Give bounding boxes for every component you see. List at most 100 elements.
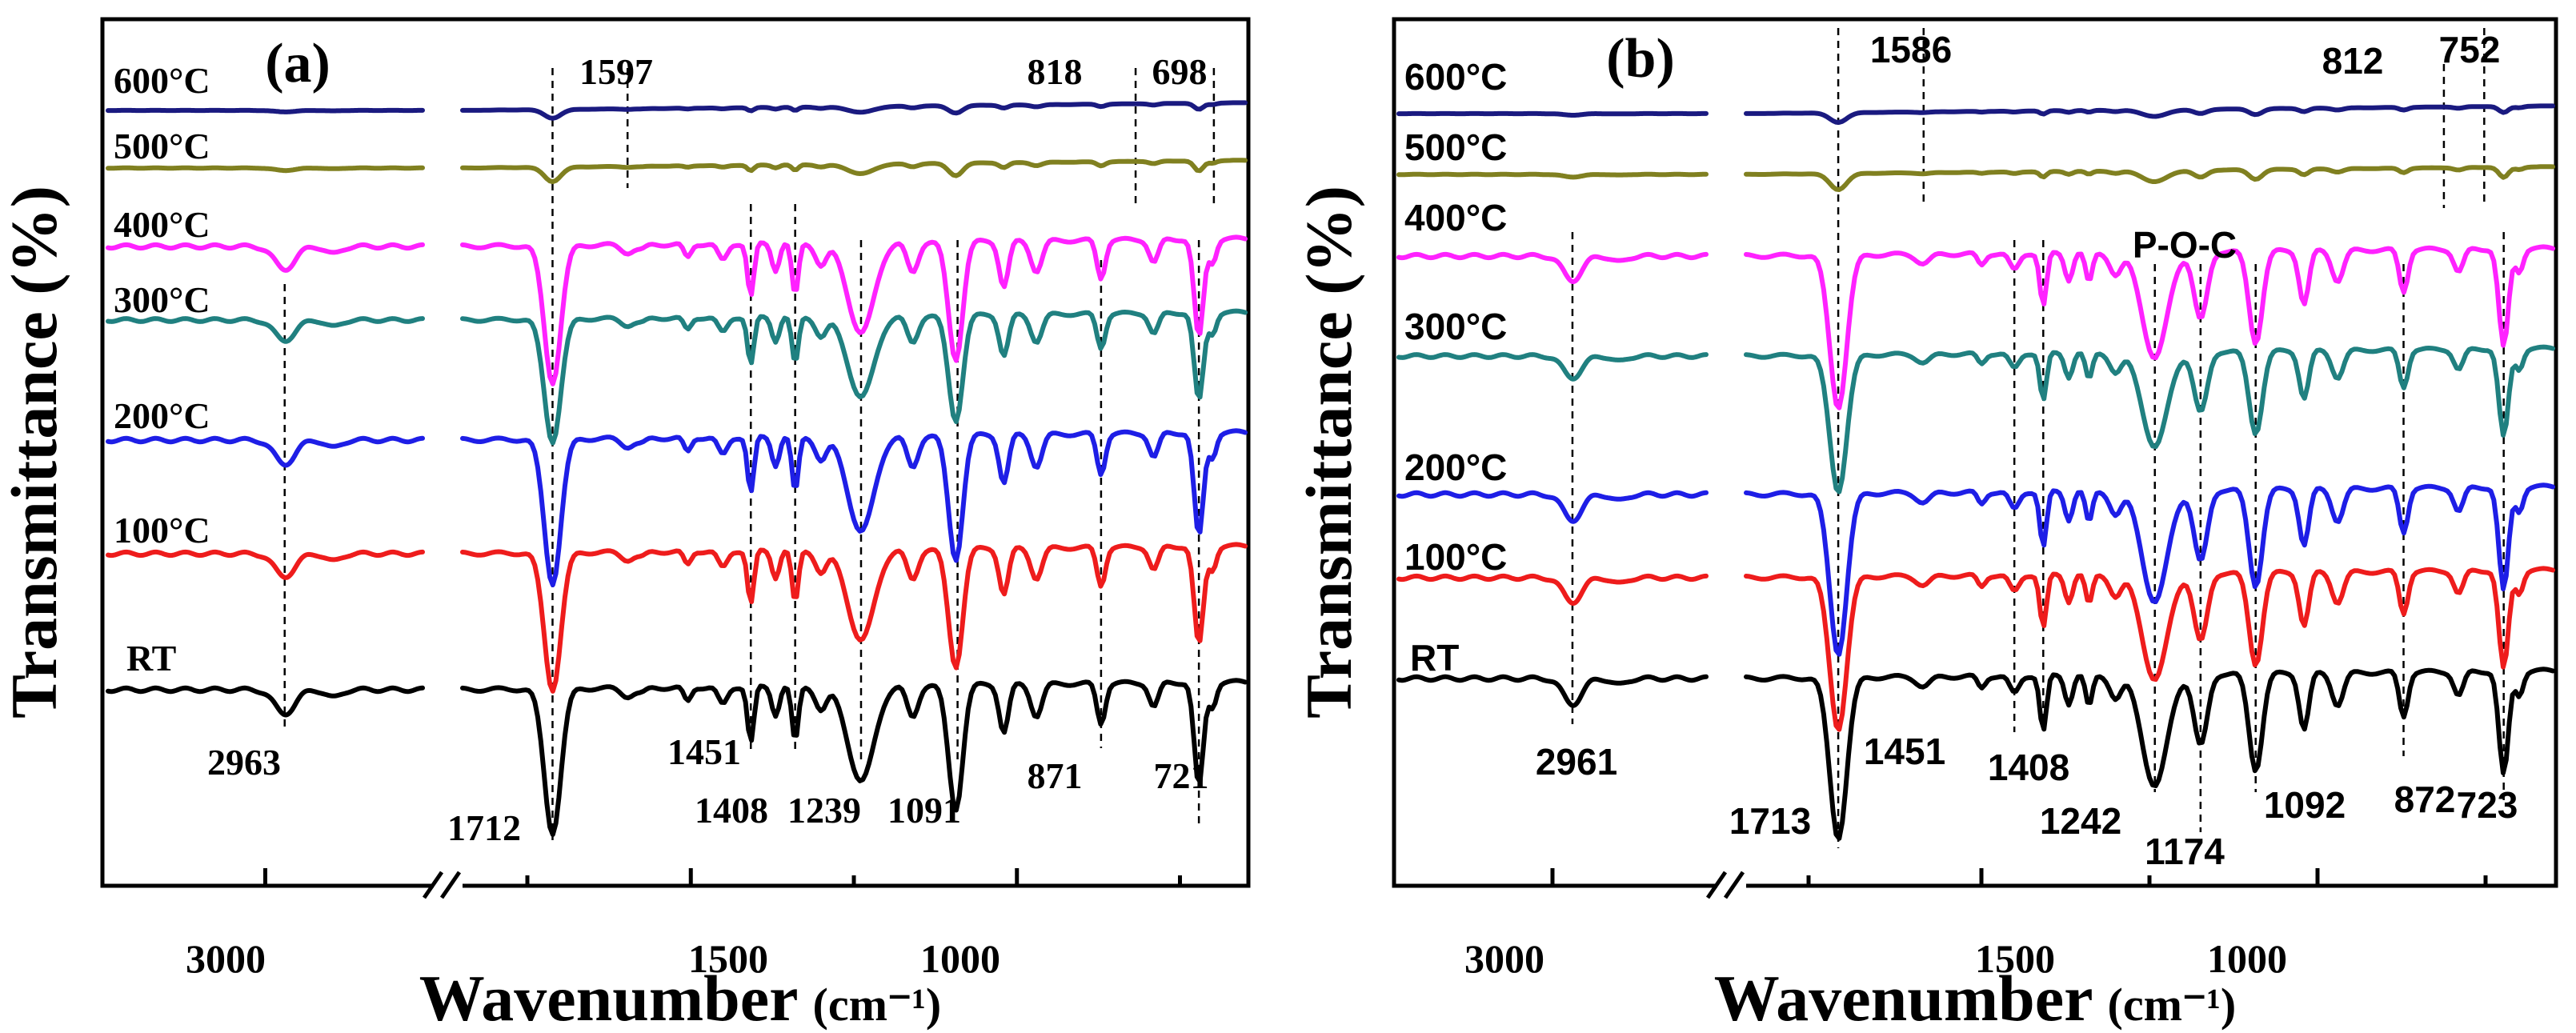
panel-a-series-rt	[106, 678, 1248, 837]
panel-a-series-line-fingerprint	[460, 100, 1248, 121]
panel-b-series-rt	[1396, 667, 2555, 841]
panel-b-series-line-high	[1396, 490, 1709, 524]
panel-a-series-line-fingerprint	[460, 678, 1248, 837]
panel-b-peak-label-1174: 1174	[2145, 831, 2225, 872]
panel-b-peak-label-752: 752	[2439, 29, 2501, 70]
panel-a: (a) Transmittance (%) Wavenumber (cm⁻¹) …	[0, 17, 1251, 1033]
panel-b-series-label-200: 200°C	[1404, 446, 1507, 488]
panel-b-peak-label-812: 812	[2322, 40, 2384, 82]
panel-b-series-line-fingerprint	[1744, 566, 2555, 732]
panel-a-peak-label-818: 818	[1028, 51, 1083, 92]
panel-b-plot-frame	[1392, 17, 2558, 888]
panel-a-series-line-fingerprint	[460, 158, 1248, 185]
panel-a-series-label-500: 500°C	[114, 126, 210, 166]
panel-a-series-line-fingerprint	[460, 428, 1248, 587]
panel-a-series-line-fingerprint	[460, 308, 1248, 446]
panel-b-series-line-fingerprint	[1744, 244, 2555, 410]
panel-b-axis-break-mark	[1723, 871, 1745, 899]
panel-b-peak-label-1408: 1408	[1988, 747, 2069, 788]
panel-a-x-tick-3000: 3000	[186, 936, 266, 981]
panel-b-series-label-500: 500°C	[1404, 126, 1507, 168]
panel-a-series-line-high	[106, 165, 425, 174]
panel-b-y-axis-title: Transmittance (%)	[1292, 186, 1365, 719]
panel-b-x-axis-unit: (cm⁻¹)	[2108, 979, 2237, 1031]
panel-a-x-tick-1500: 1500	[688, 936, 768, 981]
panel-a-series-line-high	[106, 316, 425, 344]
panel-a-series-line-high	[106, 549, 425, 580]
panel-a-series-400c	[106, 234, 1248, 386]
panel-b-x-tick-1000: 1000	[2207, 936, 2287, 981]
panel-a-series-200c	[106, 428, 1248, 587]
panel-b-peak-label-poc: P-O-C	[2133, 224, 2237, 266]
panel-b-peak-label-1242: 1242	[2040, 800, 2121, 842]
panel-a-x-axis-label: Wavenumber	[419, 962, 799, 1033]
panel-b-series-line-fingerprint	[1744, 344, 2555, 494]
panel-b-series-400c	[1396, 244, 2555, 410]
panel-b: (b) Transmittance (%) Wavenumber (cm⁻¹) …	[1292, 17, 2558, 1033]
panel-b-series-300c	[1396, 344, 2555, 494]
panel-a-peak-label-1597: 1597	[579, 51, 653, 92]
panel-b-peak-label-1451: 1451	[1864, 731, 1945, 772]
panel-a-series-line-fingerprint	[460, 542, 1248, 694]
panel-a-series-label-100: 100°C	[114, 510, 210, 551]
panel-b-series-label-400: 400°C	[1404, 197, 1507, 238]
panel-b-peak-label-723: 723	[2457, 784, 2518, 826]
panel-a-x-axis-title: Wavenumber (cm⁻¹)	[419, 962, 942, 1033]
panel-a-label: (a)	[265, 33, 331, 94]
panel-b-series-line-high	[1396, 573, 1709, 606]
panel-b-x-tick-1500: 1500	[1975, 936, 2055, 981]
panel-a-y-axis-title: Transmittance (%)	[0, 186, 70, 719]
panel-a-series-line-fingerprint	[460, 234, 1248, 386]
panel-b-series-line-high	[1396, 171, 1709, 180]
panel-b-peak-label-1092: 1092	[2264, 784, 2346, 826]
panel-b-peak-label-872: 872	[2394, 779, 2456, 820]
panel-a-peak-label-1091: 1091	[887, 790, 961, 831]
panel-b-series-600c	[1396, 103, 2555, 125]
panel-a-peak-label-1451: 1451	[667, 731, 741, 772]
panel-b-series-line-fingerprint	[1744, 103, 2555, 125]
panel-a-series-100c	[106, 542, 1248, 694]
panel-a-peak-label-698: 698	[1152, 51, 1208, 92]
panel-a-series-label-600: 600°C	[114, 60, 210, 101]
panel-b-series-line-fingerprint	[1744, 164, 2555, 192]
panel-a-series-label-rt: RT	[126, 638, 176, 679]
panel-b-series-line-fingerprint	[1744, 482, 2555, 657]
panel-b-axis-break-mark	[1705, 871, 1728, 899]
panel-b-series-100c	[1396, 566, 2555, 732]
panel-b-label: (b)	[1606, 28, 1675, 90]
panel-a-series-label-400: 400°C	[114, 204, 210, 245]
panel-b-series-500c	[1396, 164, 2555, 192]
panel-b-series-label-rt: RT	[1410, 637, 1459, 679]
panel-a-x-tick-1000: 1000	[920, 936, 1000, 981]
panel-a-axis-break-mark	[422, 871, 444, 899]
panel-a-x-axis-unit: (cm⁻¹)	[813, 979, 942, 1031]
panel-a-series-line-high	[106, 242, 425, 273]
panel-a-peak-label-1712: 1712	[447, 807, 521, 848]
panel-b-series-label-100: 100°C	[1404, 536, 1507, 578]
panel-b-x-tick-3000: 3000	[1464, 936, 1544, 981]
panel-a-peak-label-1408: 1408	[695, 790, 768, 831]
panel-b-series-line-high	[1396, 110, 1709, 118]
panel-b-series-200c	[1396, 482, 2555, 657]
panel-a-series-label-200: 200°C	[114, 395, 210, 436]
panel-a-series-line-high	[106, 107, 425, 114]
panel-b-series-line-fingerprint	[1744, 667, 2555, 841]
panel-b-x-axis-title: Wavenumber (cm⁻¹)	[1714, 962, 2237, 1033]
panel-b-series-label-300: 300°C	[1404, 306, 1507, 347]
panel-b-series-label-600: 600°C	[1404, 56, 1507, 98]
panel-b-peak-label-1586: 1586	[1870, 29, 1952, 70]
panel-a-series-line-high	[106, 685, 425, 718]
panel-a-axis-break-mark	[439, 871, 462, 899]
panel-b-series-line-high	[1396, 251, 1709, 284]
panel-b-peak-label-1713: 1713	[1729, 800, 1811, 842]
panel-b-x-axis-label: Wavenumber	[1714, 962, 2093, 1033]
panel-a-peak-label-2963: 2963	[207, 742, 281, 783]
panel-b-series-line-high	[1396, 674, 1709, 708]
panel-a-peak-label-871: 871	[1028, 755, 1083, 796]
panel-a-peak-label-721: 721	[1154, 755, 1209, 796]
panel-a-series-line-high	[106, 435, 425, 468]
panel-a-peak-label-1239: 1239	[787, 790, 861, 831]
panel-a-series-500c	[106, 158, 1248, 185]
panel-a-series-label-300: 300°C	[114, 279, 210, 320]
